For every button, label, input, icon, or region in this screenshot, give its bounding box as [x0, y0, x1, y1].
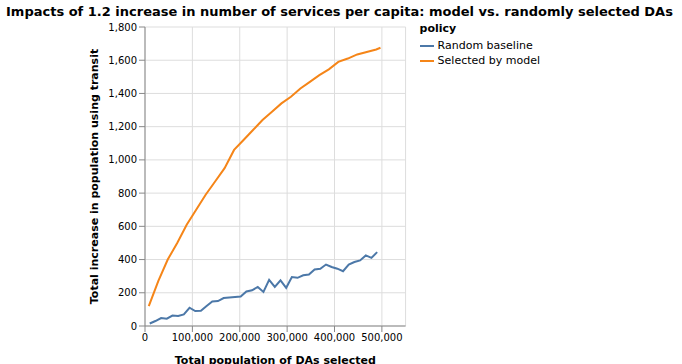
html-text:Random baseline: Random baseline	[437, 39, 533, 52]
svg-text:300,000: 300,000	[266, 332, 307, 343]
svg-text:1,000: 1,000	[108, 154, 137, 165]
html-text:Selected by model: Selected by model	[437, 54, 540, 67]
svg-text:400,000: 400,000	[314, 332, 355, 343]
svg-text:0: 0	[142, 332, 148, 343]
svg-text:200: 200	[118, 287, 137, 298]
svg-text:1,200: 1,200	[108, 121, 137, 132]
svg-text:100,000: 100,000	[172, 332, 213, 343]
svg-text:1,600: 1,600	[108, 55, 137, 66]
svg-text:0: 0	[131, 321, 137, 332]
svg-text:200,000: 200,000	[219, 332, 260, 343]
html-text:policy: policy	[419, 22, 457, 35]
svg-text:600: 600	[118, 221, 137, 232]
svg-text:1,400: 1,400	[108, 88, 137, 99]
svg-text:500,000: 500,000	[361, 332, 402, 343]
svg-text:Total increase in population u: Total increase in population using trans…	[88, 49, 101, 304]
svg-text:400: 400	[118, 254, 137, 265]
html-text:Impacts of 1.2 increase in num: Impacts of 1.2 increase in number of ser…	[6, 4, 673, 19]
svg-text:1,800: 1,800	[108, 22, 137, 33]
svg-text:800: 800	[118, 188, 137, 199]
svg-text:Total population of DAs select: Total population of DAs selected	[175, 354, 376, 364]
